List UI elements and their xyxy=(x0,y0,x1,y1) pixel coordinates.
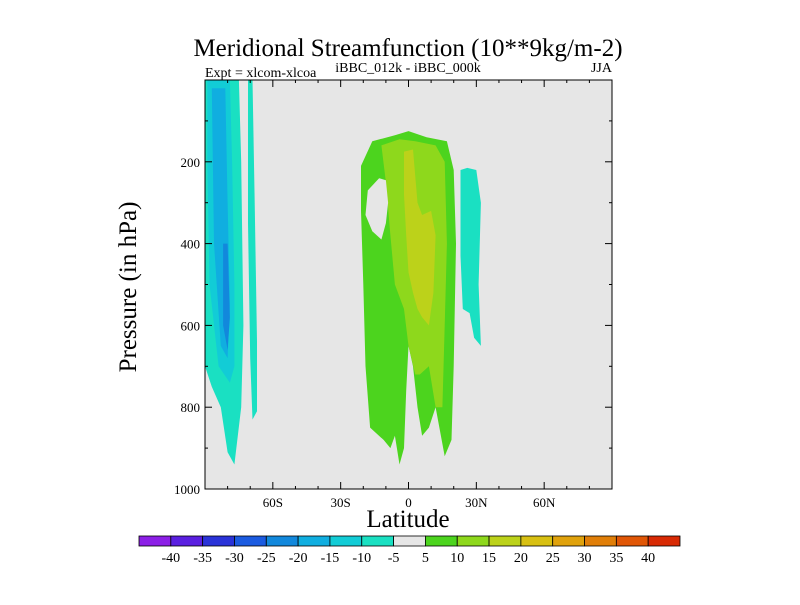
colorbar-label: -20 xyxy=(289,551,308,566)
right-label: JJA xyxy=(591,61,613,76)
y-tick-label: 1000 xyxy=(174,482,200,497)
colorbar-swatch xyxy=(393,535,426,547)
x-tick-label: 30N xyxy=(465,495,488,510)
y-tick-label: 600 xyxy=(181,318,201,333)
center-label: iBBC_012k - iBBC_000k xyxy=(335,61,480,76)
colorbar-swatch xyxy=(202,535,235,547)
x-axis-label: Latitude xyxy=(366,506,449,533)
colorbar-label: 40 xyxy=(641,551,655,566)
y-tick-label: 400 xyxy=(181,237,201,252)
colorbar-label: 20 xyxy=(514,551,528,566)
colorbar-swatch xyxy=(552,535,585,547)
y-axis: 200 400 600 800 1000 xyxy=(174,120,612,497)
y-tick-label: 800 xyxy=(181,400,201,415)
x-tick-label: 60N xyxy=(533,495,556,510)
left-label: Expt = xlcom-xlcoa xyxy=(205,66,317,81)
chart-title: Meridional Streamfunction (10**9kg/m-2) xyxy=(193,35,622,62)
colorbar-label: -40 xyxy=(161,551,180,566)
colorbar-swatch xyxy=(425,535,458,547)
x-tick-label: 0 xyxy=(405,495,412,510)
colorbar-swatch xyxy=(329,535,363,547)
colorbar-swatch xyxy=(361,535,394,547)
colorbar-label: 25 xyxy=(546,551,560,566)
region-sh-band-deep xyxy=(223,243,230,350)
colorbar-label: 10 xyxy=(450,551,464,566)
colorbar-swatch xyxy=(584,535,617,547)
region-cell-gap xyxy=(365,178,389,240)
colorbar-label: 35 xyxy=(609,551,623,566)
y-tick-label: 200 xyxy=(181,155,201,170)
colorbar-swatch xyxy=(520,535,554,547)
colorbar-label: -30 xyxy=(225,551,244,566)
colorbar-swatch xyxy=(170,535,204,547)
colorbar-swatch xyxy=(297,535,331,547)
x-axis: 60S 30S 0 30N 60N xyxy=(227,80,590,510)
colorbar-label: -15 xyxy=(321,551,340,566)
region-nh-strip xyxy=(460,167,481,346)
colorbar-label: 30 xyxy=(578,551,592,566)
region-tropical-cell-core xyxy=(404,149,436,326)
colorbar-label: -5 xyxy=(388,551,400,566)
colorbar-swatch xyxy=(265,535,299,547)
colorbar-swatch xyxy=(456,535,490,547)
colorbar-swatch xyxy=(138,535,172,547)
x-tick-label: 60S xyxy=(263,495,283,510)
colorbar: -40 -35 -30 -25 -20 -15 -10 -5 5 10 15 20 25 30 35 40 xyxy=(138,535,681,566)
contour-regions xyxy=(205,80,481,465)
colorbar-label: 15 xyxy=(482,551,496,566)
colorbar-swatch xyxy=(488,535,522,547)
x-tick-label: 30S xyxy=(331,495,351,510)
colorbar-swatch xyxy=(234,535,267,547)
colorbar-label: -25 xyxy=(257,551,276,566)
y-axis-label: Pressure (in hPa) xyxy=(115,202,142,373)
colorbar-swatch xyxy=(647,535,681,547)
colorbar-swatch xyxy=(615,535,649,547)
colorbar-label: -10 xyxy=(352,551,371,566)
colorbar-label: -35 xyxy=(193,551,212,566)
colorbar-label: 5 xyxy=(422,551,429,566)
region-sh-thin-strip xyxy=(248,80,257,420)
